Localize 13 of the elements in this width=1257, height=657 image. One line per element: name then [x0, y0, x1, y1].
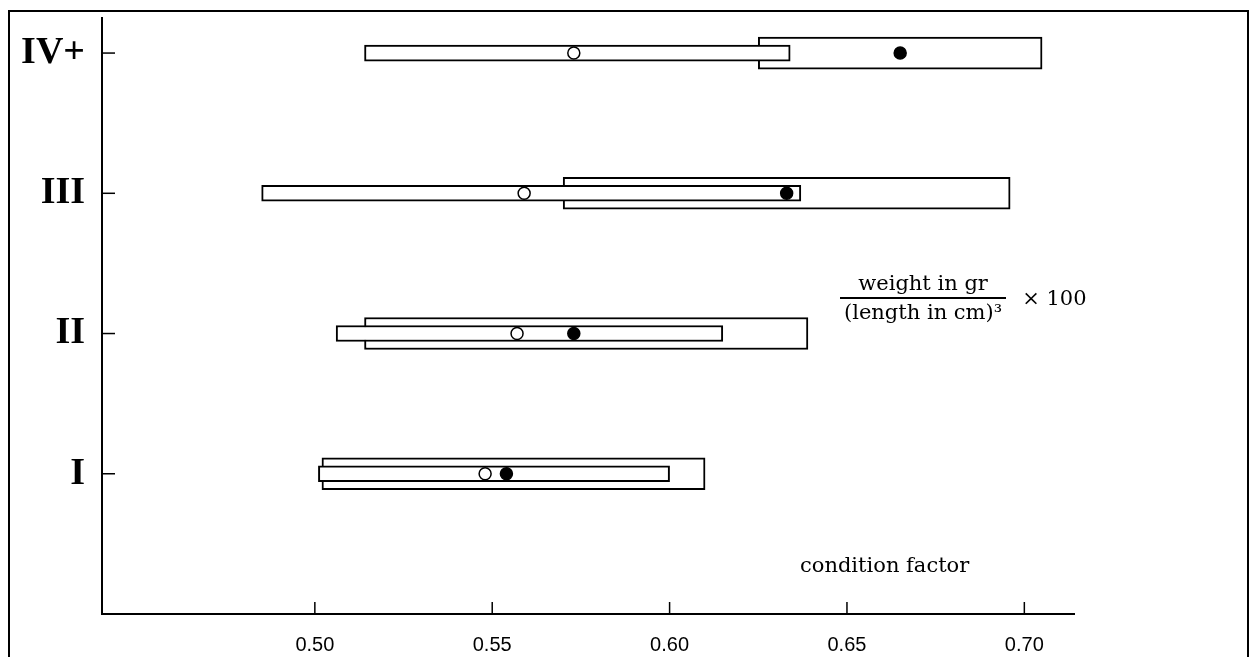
x-axis-title: condition factor [800, 553, 970, 577]
x-tick-label: 0.60 [650, 632, 690, 655]
x-tick-label: 0.50 [295, 632, 335, 655]
x-tick-label: 0.70 [1004, 632, 1044, 655]
annotation: × 100 [1022, 285, 1087, 310]
annotation: weight in gr [858, 271, 988, 295]
y-tick-label: III [40, 169, 85, 212]
y-tick-label: I [70, 449, 85, 492]
y-tick-label: IV+ [21, 28, 85, 71]
x-tick-label: 0.55 [472, 632, 512, 655]
annotation: (length in cm)³ [843, 300, 1004, 324]
y-tick-label: II [55, 309, 85, 352]
x-tick-label: 0.65 [827, 632, 867, 655]
